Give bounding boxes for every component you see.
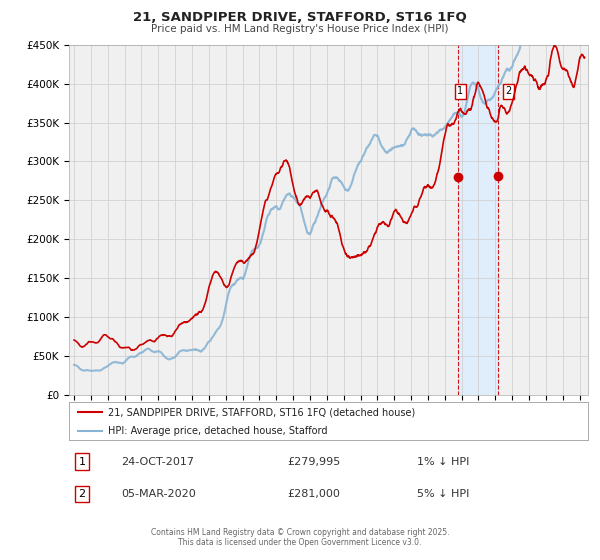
Text: 2: 2 — [505, 86, 511, 96]
Text: 2: 2 — [79, 489, 86, 499]
Bar — [458, 45, 498, 395]
Text: 24-OCT-2017: 24-OCT-2017 — [121, 456, 194, 466]
Text: Contains HM Land Registry data © Crown copyright and database right 2025.: Contains HM Land Registry data © Crown c… — [151, 528, 449, 536]
Text: 21, SANDPIPER DRIVE, STAFFORD, ST16 1FQ: 21, SANDPIPER DRIVE, STAFFORD, ST16 1FQ — [133, 11, 467, 24]
Text: This data is licensed under the Open Government Licence v3.0.: This data is licensed under the Open Gov… — [178, 538, 422, 547]
Text: £279,995: £279,995 — [287, 456, 340, 466]
Text: Price paid vs. HM Land Registry's House Price Index (HPI): Price paid vs. HM Land Registry's House … — [151, 24, 449, 34]
Text: 5% ↓ HPI: 5% ↓ HPI — [417, 489, 469, 499]
Text: 1: 1 — [79, 456, 85, 466]
Text: 1: 1 — [457, 86, 463, 96]
Text: 21, SANDPIPER DRIVE, STAFFORD, ST16 1FQ (detached house): 21, SANDPIPER DRIVE, STAFFORD, ST16 1FQ … — [108, 407, 415, 417]
Text: HPI: Average price, detached house, Stafford: HPI: Average price, detached house, Staf… — [108, 426, 328, 436]
Text: £281,000: £281,000 — [287, 489, 340, 499]
Text: 05-MAR-2020: 05-MAR-2020 — [121, 489, 196, 499]
Text: 1% ↓ HPI: 1% ↓ HPI — [417, 456, 469, 466]
